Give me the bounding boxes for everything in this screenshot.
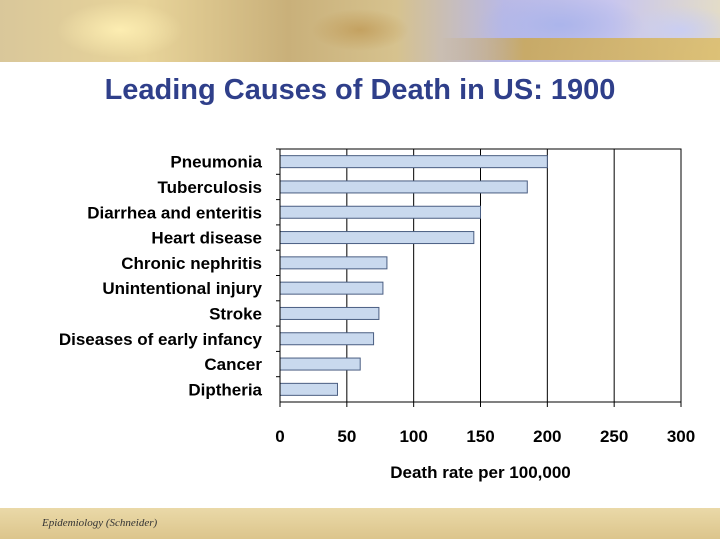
x-axis-title: Death rate per 100,000 [390, 463, 571, 482]
x-tick-label: 150 [466, 427, 494, 446]
slide-title: Leading Causes of Death in US: 1900 [104, 74, 616, 106]
category-label: Pneumonia [170, 153, 262, 172]
bar [279, 357, 361, 371]
x-tick-label: 200 [533, 427, 561, 446]
category-label: Stroke [209, 304, 262, 323]
bar [279, 332, 375, 346]
bar [279, 306, 380, 320]
bar [279, 281, 384, 295]
bar [279, 155, 548, 169]
x-tick-label: 0 [275, 427, 284, 446]
bar [279, 231, 475, 245]
decorative-banner [0, 0, 720, 62]
category-label: Unintentional injury [102, 279, 262, 298]
bars [279, 155, 548, 396]
category-label: Tuberculosis [157, 178, 262, 197]
tick-labels: 0 50 100 150 200 250 300 [275, 427, 695, 446]
banner-grain-decoration [440, 38, 720, 60]
x-tick-label: 100 [399, 427, 427, 446]
category-label: Heart disease [151, 229, 262, 248]
axis [276, 148, 682, 407]
bar [279, 180, 528, 194]
category-label: Cancer [204, 355, 262, 374]
category-label: Diseases of early infancy [59, 330, 263, 349]
footer-credit: Epidemiology (Schneider) [42, 517, 158, 529]
category-label: Diarrhea and enteritis [87, 203, 262, 222]
x-tick-label: 50 [337, 427, 356, 446]
category-label: Diptheria [188, 380, 262, 399]
bar [279, 382, 338, 396]
x-tick-label: 300 [667, 427, 695, 446]
bar [279, 205, 481, 219]
category-labels: Pneumonia Tuberculosis Diarrhea and enteri… [59, 153, 263, 400]
category-label: Chronic nephritis [121, 254, 262, 273]
footer-band: Epidemiology (Schneider) [0, 508, 720, 539]
bar [279, 256, 388, 270]
x-tick-label: 250 [600, 427, 628, 446]
